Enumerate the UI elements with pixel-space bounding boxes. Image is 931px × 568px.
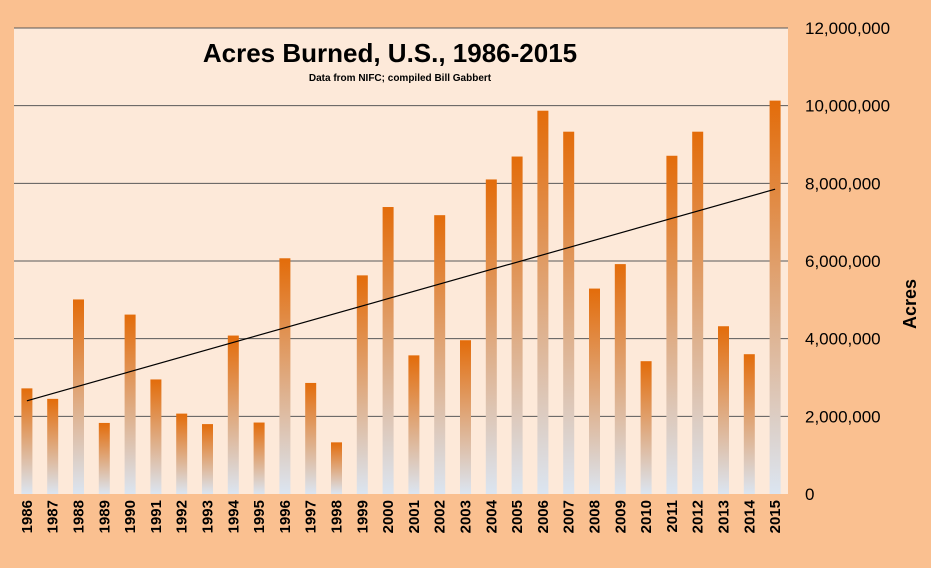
bar xyxy=(485,179,497,494)
bar xyxy=(769,100,781,494)
x-tick-label: 1995 xyxy=(251,500,268,533)
bar xyxy=(718,326,729,494)
x-tick-label: 1994 xyxy=(225,499,242,533)
y-tick-label: 12,000,000 xyxy=(805,19,890,38)
x-tick-label: 1998 xyxy=(329,500,346,533)
bar xyxy=(98,422,110,494)
chart-subtitle: Data from NIFC; compiled Bill Gabbert xyxy=(309,73,492,84)
x-tick-label: 1986 xyxy=(19,500,36,533)
x-tick-label: 2002 xyxy=(432,500,449,533)
x-tick-label: 1990 xyxy=(122,500,139,533)
x-tick-label: 2013 xyxy=(716,500,733,533)
trendline-group xyxy=(26,188,776,402)
bar xyxy=(537,110,549,494)
trendline xyxy=(26,188,776,402)
x-tick-label: 2011 xyxy=(664,500,681,533)
x-tick-label: 2010 xyxy=(638,500,655,533)
bars xyxy=(21,100,781,495)
bar xyxy=(202,424,213,494)
bar xyxy=(382,207,394,494)
x-tick-label: 1993 xyxy=(200,500,217,533)
bar xyxy=(356,275,368,494)
x-tick-label: 2000 xyxy=(380,500,397,533)
y-tick-label: 0 xyxy=(805,485,814,504)
x-tick-label: 1996 xyxy=(277,500,294,533)
bar xyxy=(692,131,704,494)
y-tick-label: 4,000,000 xyxy=(805,330,881,349)
x-tick-label: 1991 xyxy=(148,500,165,533)
bar xyxy=(408,355,420,494)
x-tick-label: 1988 xyxy=(71,500,88,533)
bar xyxy=(253,422,265,494)
bar xyxy=(589,288,600,494)
x-tick-label: 1992 xyxy=(174,500,191,533)
x-tick-label: 2014 xyxy=(741,499,758,533)
x-tick-label: 2009 xyxy=(612,500,629,533)
x-tick-label: 2003 xyxy=(458,500,475,533)
y-axis: 0 2,000,000 4,000,000 6,000,000 8,000,000 10,… xyxy=(805,19,890,504)
bar xyxy=(47,398,59,494)
gridlines xyxy=(14,27,788,417)
bar xyxy=(124,314,136,494)
x-tick-label: 1989 xyxy=(96,500,113,533)
bar xyxy=(227,335,239,494)
x-tick-label: 2004 xyxy=(483,499,500,533)
y-axis-label: Acres xyxy=(900,279,920,329)
x-tick-label: 2007 xyxy=(561,500,578,533)
x-tick-label: 2005 xyxy=(509,500,526,533)
y-tick-label: 2,000,000 xyxy=(805,407,881,426)
x-tick-label: 2001 xyxy=(406,500,423,533)
bar xyxy=(21,388,33,494)
y-tick-label: 10,000,000 xyxy=(805,97,890,116)
bar xyxy=(331,442,342,494)
y-tick-label: 6,000,000 xyxy=(805,252,881,271)
x-tick-label: 1997 xyxy=(303,500,320,533)
bar xyxy=(176,413,188,494)
chart-title: Acres Burned, U.S., 1986-2015 xyxy=(203,38,577,68)
bar xyxy=(563,131,575,494)
bar xyxy=(511,156,523,494)
x-tick-label: 2008 xyxy=(587,500,604,533)
bar xyxy=(434,215,446,494)
x-tick-label: 1987 xyxy=(45,500,62,533)
bar xyxy=(743,354,755,494)
x-tick-label: 2012 xyxy=(690,500,707,533)
x-axis: 1986 1987 1988 1989 1990 1991 1992 1993 1994 1995… xyxy=(19,499,784,533)
y-tick-label: 8,000,000 xyxy=(805,174,881,193)
bar xyxy=(666,155,678,495)
bar xyxy=(640,361,652,494)
bar xyxy=(614,264,626,494)
x-tick-label: 1999 xyxy=(354,500,371,533)
bar xyxy=(73,299,84,494)
bar xyxy=(460,340,471,494)
bar xyxy=(305,382,317,494)
x-tick-label: 2015 xyxy=(767,500,784,533)
bar xyxy=(150,379,162,494)
bar xyxy=(279,258,291,494)
x-tick-label: 2006 xyxy=(535,500,552,533)
